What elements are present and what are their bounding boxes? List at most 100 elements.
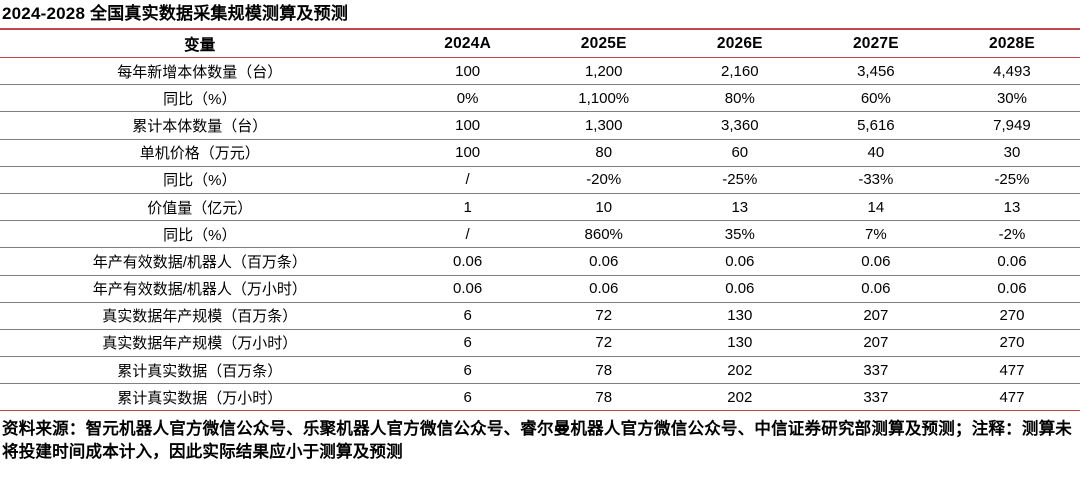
cell-value: 207 — [863, 307, 889, 325]
cell-value: 35% — [724, 225, 755, 243]
col-header-2024A: 2024A — [444, 34, 491, 52]
cell-value: 5,616 — [857, 116, 895, 134]
cell-value: 3,456 — [857, 62, 895, 80]
data-table: 变量 2024A 2025E 2026E 2027E 2028E 每年新增本体数量（台） 1… — [0, 28, 1080, 411]
cell-value: 0.06 — [589, 252, 619, 270]
cell-value: 100 — [455, 144, 481, 162]
table-row: 累计本体数量（台） 100 1,300 3,360 5,616 7,949 — [0, 112, 1080, 140]
cell-value: / — [465, 171, 470, 189]
cell-value: 0.06 — [453, 252, 483, 270]
cell-value: 10 — [595, 198, 613, 216]
cell-value: 4,493 — [993, 62, 1031, 80]
cell-value: 0.06 — [861, 252, 891, 270]
cell-value: 0.06 — [861, 280, 891, 298]
row-label: 累计真实数据（百万条） — [117, 362, 283, 380]
row-label: 同比（%） — [163, 226, 237, 244]
cell-value: 14 — [867, 198, 885, 216]
col-header-2026E: 2026E — [716, 34, 763, 52]
cell-value: 2,160 — [721, 62, 759, 80]
table-body: 每年新增本体数量（台） 100 1,200 2,160 3,456 4,493 同比（%） 0… — [0, 58, 1080, 411]
row-label: 同比（%） — [163, 172, 237, 190]
cell-value: 1,100% — [578, 89, 630, 107]
row-label: 价值量（亿元） — [147, 199, 253, 217]
cell-value: 0.06 — [589, 280, 619, 298]
cell-value: 130 — [727, 334, 753, 352]
footnote: 资料来源：智元机器人官方微信公众号、乐聚机器人官方微信公众号、睿尔曼机器人官方微… — [2, 420, 1072, 462]
header-row: 变量 2024A 2025E 2026E 2027E 2028E — [0, 29, 1080, 58]
row-label: 同比（%） — [163, 90, 237, 108]
cell-value: -25% — [994, 171, 1030, 189]
row-label: 累计本体数量（台） — [132, 117, 268, 135]
cell-value: 6 — [463, 388, 472, 406]
table-row: 年产有效数据/机器人（万小时） 0.06 0.06 0.06 0.06 0.06 — [0, 275, 1080, 303]
cell-value: 0.06 — [725, 252, 755, 270]
cell-value: 72 — [595, 307, 613, 325]
table-row: 每年新增本体数量（台） 100 1,200 2,160 3,456 4,493 — [0, 58, 1080, 85]
cell-value: 6 — [463, 307, 472, 325]
cell-value: 7% — [865, 225, 887, 243]
cell-value: 60 — [731, 144, 749, 162]
col-header-2025E: 2025E — [580, 34, 627, 52]
cell-value: 3,360 — [721, 116, 759, 134]
cell-value: 477 — [999, 361, 1025, 379]
cell-value: 100 — [455, 116, 481, 134]
cell-value: 1 — [463, 198, 472, 216]
cell-value: 337 — [863, 361, 889, 379]
cell-value: 30 — [1003, 144, 1021, 162]
cell-value: 270 — [999, 307, 1025, 325]
cell-value: -25% — [722, 171, 758, 189]
cell-value: 1,300 — [584, 116, 623, 134]
cell-value: 202 — [727, 388, 753, 406]
table-row: 真实数据年产规模（百万条） 6 72 130 207 270 — [0, 302, 1080, 330]
cell-value: -2% — [998, 225, 1026, 243]
cell-value: 0.06 — [725, 280, 755, 298]
table-row: 单机价格（万元） 100 80 60 40 30 — [0, 139, 1080, 167]
cell-value: 7,949 — [993, 116, 1031, 134]
cell-value: 337 — [863, 388, 889, 406]
cell-value: 6 — [463, 334, 472, 352]
cell-value: 202 — [727, 361, 753, 379]
cell-value: 130 — [727, 307, 753, 325]
cell-value: -20% — [586, 171, 622, 189]
cell-value: -33% — [858, 171, 894, 189]
table-row: 同比（%） 0% 1,100% 80% 60% 30% — [0, 85, 1080, 112]
cell-value: 60% — [860, 89, 891, 107]
cell-value: 30% — [996, 89, 1027, 107]
cell-value: 1,200 — [584, 62, 623, 80]
cell-value: 72 — [595, 334, 613, 352]
cell-value: 0.06 — [997, 280, 1027, 298]
cell-value: 860% — [584, 225, 623, 243]
cell-value: / — [465, 225, 470, 243]
row-label: 年产有效数据/机器人（万小时） — [92, 281, 307, 299]
table-row: 累计真实数据（百万条） 6 78 202 337 477 — [0, 357, 1080, 384]
row-label: 累计真实数据（万小时） — [117, 389, 283, 407]
table-row: 同比（%） / -20% -25% -33% -25% — [0, 166, 1080, 194]
cell-value: 477 — [999, 388, 1025, 406]
cell-value: 80% — [724, 89, 755, 107]
cell-value: 80 — [595, 144, 613, 162]
cell-value: 0% — [456, 89, 479, 107]
row-label: 真实数据年产规模（万小时） — [102, 335, 298, 353]
cell-value: 0.06 — [997, 252, 1027, 270]
col-header-2028E: 2028E — [989, 34, 1035, 52]
col-header-2027E: 2027E — [852, 34, 899, 52]
cell-value: 13 — [1003, 198, 1021, 216]
cell-value: 78 — [595, 361, 613, 379]
table-row: 累计真实数据（万小时） 6 78 202 337 477 — [0, 384, 1080, 411]
table-row: 同比（%） / 860% 35% 7% -2% — [0, 221, 1080, 248]
cell-value: 0.06 — [453, 280, 483, 298]
table-row: 年产有效数据/机器人（百万条） 0.06 0.06 0.06 0.06 0.06 — [0, 248, 1080, 275]
page-title: 2024-2028 全国真实数据采集规模测算及预测 — [2, 4, 349, 23]
row-label: 单机价格（万元） — [139, 145, 260, 163]
cell-value: 270 — [999, 334, 1025, 352]
table-row: 价值量（亿元） 1 10 13 14 13 — [0, 193, 1080, 221]
cell-value: 6 — [463, 361, 472, 379]
cell-value: 207 — [863, 334, 889, 352]
cell-value: 100 — [455, 62, 481, 80]
cell-value: 13 — [731, 198, 749, 216]
row-label: 年产有效数据/机器人（百万条） — [92, 253, 307, 271]
row-label: 每年新增本体数量（台） — [117, 63, 283, 81]
cell-value: 78 — [595, 388, 613, 406]
col-header-variable: 变量 — [184, 36, 216, 54]
